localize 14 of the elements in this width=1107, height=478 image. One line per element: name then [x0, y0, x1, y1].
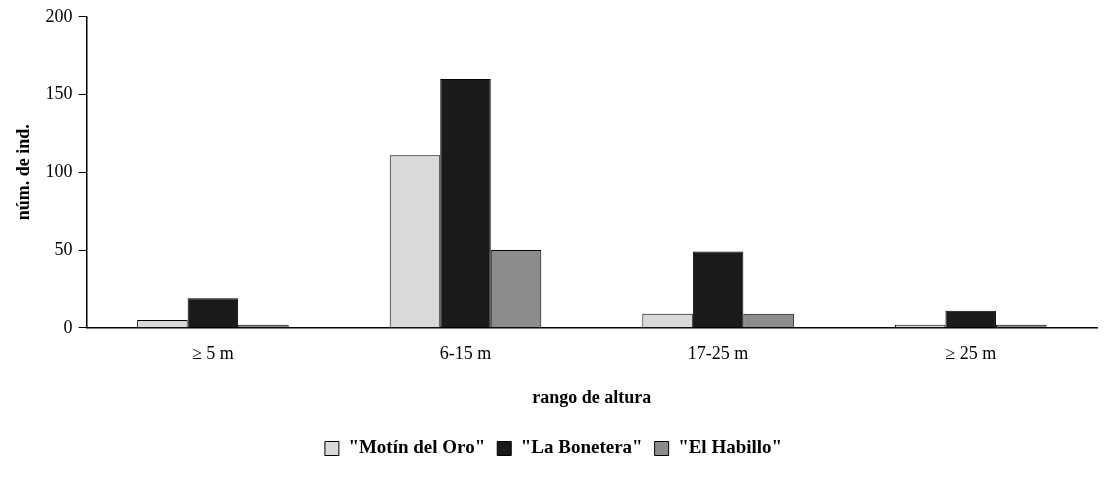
- legend-label: "La Bonetera": [520, 436, 643, 458]
- legend-label: "Motín del Oro": [348, 436, 486, 458]
- x-tick-label: ≥ 25 m: [945, 343, 997, 364]
- legend-label: "El Habillo": [678, 436, 783, 458]
- x-tick-label: 17-25 m: [687, 343, 749, 364]
- x-axis-title: rango de altura: [532, 386, 652, 407]
- y-axis-title: núm. de ind.: [13, 124, 34, 221]
- y-tick-label: 150: [45, 83, 73, 104]
- y-tick-label: 200: [45, 5, 73, 26]
- x-tick-label: ≥ 5 m: [191, 343, 234, 364]
- y-tick-label: 0: [63, 316, 73, 337]
- y-tick-label: 50: [54, 238, 73, 259]
- x-tick-label: 6-15 m: [439, 343, 492, 364]
- y-tick-label: 100: [45, 161, 73, 182]
